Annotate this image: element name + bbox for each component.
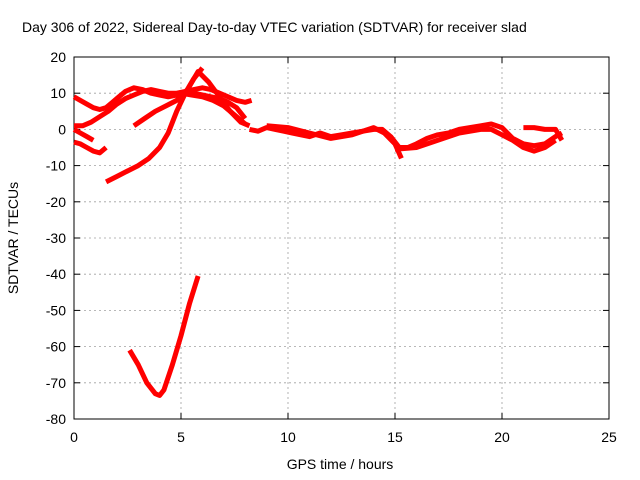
y-tick-label: -60 (46, 339, 66, 355)
y-tick-label: -80 (46, 411, 66, 427)
y-tick-label: -40 (46, 266, 66, 282)
series-arc-11 (394, 126, 557, 154)
series-arc-10 (266, 123, 404, 160)
x-tick-label: 5 (177, 429, 185, 445)
series-arc-3 (72, 127, 95, 143)
y-tick-label: 20 (50, 49, 66, 65)
y-axis-label: SDTVAR / TECUs (5, 182, 21, 294)
x-tick-label: 25 (601, 429, 617, 445)
y-tick-label: -70 (46, 375, 66, 391)
series-arc-12 (523, 125, 565, 142)
series-arc-2 (74, 85, 253, 129)
data-series (72, 66, 565, 398)
x-tick-label: 10 (280, 429, 296, 445)
axis-ticks: 0 5 10 15 20 25 20 10 0 -10 -20 -30 -40 -50 -60 -70 -80 (46, 49, 617, 445)
series-arc-8 (127, 275, 201, 398)
series-arc-7 (180, 90, 247, 126)
x-axis-label: GPS time / hours (287, 456, 394, 472)
y-tick-label: -30 (46, 230, 66, 246)
y-tick-label: 0 (58, 121, 66, 137)
x-tick-label: 20 (494, 429, 510, 445)
series-arc-4 (73, 139, 108, 156)
series-arc-1 (72, 85, 248, 121)
y-tick-label: -50 (46, 302, 66, 318)
y-tick-label: -20 (46, 194, 66, 210)
y-tick-label: 10 (50, 85, 66, 101)
chart-title: Day 306 of 2022, Sidereal Day-to-day VTE… (22, 19, 527, 35)
grid-lines (74, 57, 609, 419)
x-tick-label: 15 (387, 429, 403, 445)
x-tick-label: 0 (70, 429, 78, 445)
y-tick-label: -10 (46, 158, 66, 174)
